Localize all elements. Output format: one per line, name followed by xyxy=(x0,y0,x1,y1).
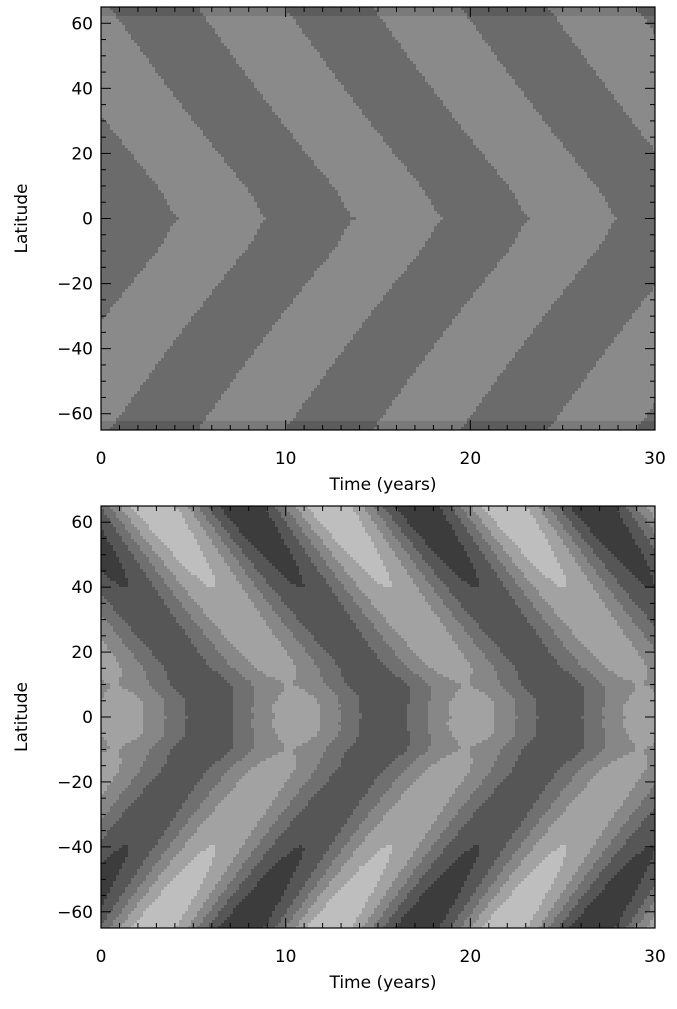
y-tick-label: −20 xyxy=(57,773,93,793)
y-tick-label: −20 xyxy=(57,275,93,295)
x-tick-label: 30 xyxy=(644,449,666,469)
y-tick-label: 60 xyxy=(71,513,93,533)
y-tick-label: 60 xyxy=(71,14,93,34)
y-tick-label: 40 xyxy=(71,79,93,99)
y-tick-label: 0 xyxy=(82,708,93,728)
y-tick-label: 20 xyxy=(71,144,93,164)
contour-fill xyxy=(101,506,655,928)
x-axis-label: Time (years) xyxy=(328,973,436,993)
y-tick-label: −40 xyxy=(57,838,93,858)
y-tick-label: 40 xyxy=(71,578,93,598)
y-tick-label: −60 xyxy=(57,405,93,425)
y-tick-label: −60 xyxy=(57,903,93,923)
x-tick-label: 30 xyxy=(644,947,666,967)
x-tick-label: 10 xyxy=(275,449,297,469)
contour-fill xyxy=(101,7,655,430)
y-tick-label: 0 xyxy=(82,210,93,230)
x-tick-label: 20 xyxy=(460,449,482,469)
x-tick-label: 10 xyxy=(275,947,297,967)
y-tick-label: −40 xyxy=(57,340,93,360)
y-axis-label: Latitude xyxy=(12,682,32,752)
y-axis-label: Latitude xyxy=(12,184,32,254)
chart-panel-1: 0 10 20 30 −60 −40 −20 0 20 40 60 Time (years) Latit… xyxy=(12,7,666,495)
x-axis-label: Time (years) xyxy=(328,475,436,495)
chart-panel-2: 0 10 20 30 −60 −40 −20 0 20 40 60 Time (years) Latit… xyxy=(12,506,666,993)
y-tick-label: 20 xyxy=(71,643,93,663)
x-tick-label: 20 xyxy=(460,947,482,967)
x-tick-label: 0 xyxy=(96,449,107,469)
x-tick-label: 0 xyxy=(96,947,107,967)
